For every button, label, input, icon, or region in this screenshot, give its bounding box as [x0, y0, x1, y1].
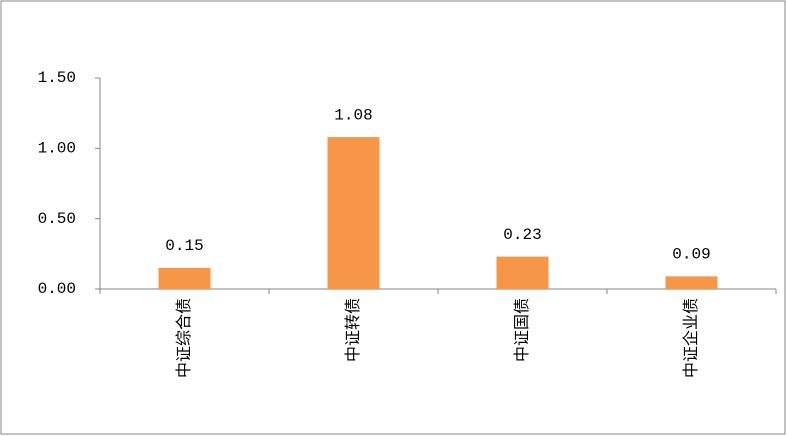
bar — [496, 256, 549, 289]
y-tick-label: 0.00 — [38, 280, 76, 298]
data-label: 0.15 — [165, 237, 203, 255]
bar — [665, 276, 718, 289]
x-tick-label: 中证企业债 — [681, 298, 700, 378]
x-tick-label: 中证国债 — [512, 298, 531, 362]
bar — [327, 137, 380, 289]
bar — [158, 267, 211, 289]
x-tick-label: 中证综合债 — [174, 298, 193, 378]
y-tick-label: 1.00 — [38, 140, 76, 158]
y-tick-label: 1.50 — [38, 69, 76, 87]
data-label: 0.09 — [672, 246, 710, 264]
data-label: 1.08 — [334, 106, 372, 124]
y-tick-label: 0.50 — [38, 210, 76, 228]
data-label: 0.23 — [503, 226, 541, 244]
x-tick-label: 中证转债 — [343, 298, 362, 362]
